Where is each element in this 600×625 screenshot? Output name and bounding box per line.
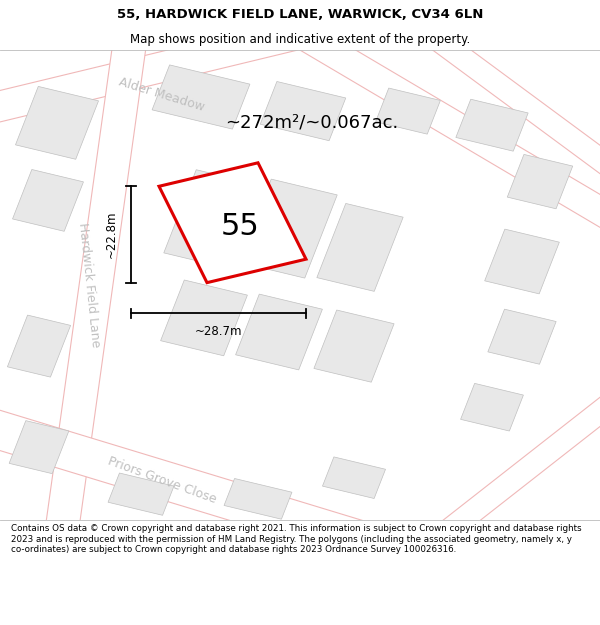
Polygon shape <box>239 179 337 278</box>
Polygon shape <box>317 204 403 291</box>
Polygon shape <box>108 473 174 515</box>
Polygon shape <box>164 170 262 269</box>
Polygon shape <box>488 309 556 364</box>
Text: 55: 55 <box>221 212 259 241</box>
Text: ~272m²/~0.067ac.: ~272m²/~0.067ac. <box>226 114 398 132</box>
Text: Contains OS data © Crown copyright and database right 2021. This information is : Contains OS data © Crown copyright and d… <box>11 524 581 554</box>
Text: Map shows position and indicative extent of the property.: Map shows position and indicative extent… <box>130 32 470 46</box>
Text: ~22.8m: ~22.8m <box>105 211 118 258</box>
Polygon shape <box>411 19 600 189</box>
Polygon shape <box>322 457 386 499</box>
Polygon shape <box>314 310 394 382</box>
Polygon shape <box>43 25 149 545</box>
Polygon shape <box>456 99 528 151</box>
Polygon shape <box>422 381 600 551</box>
Polygon shape <box>152 65 250 129</box>
Polygon shape <box>7 315 71 377</box>
Polygon shape <box>461 383 523 431</box>
Polygon shape <box>485 229 559 294</box>
Text: Hardwick Field Lane: Hardwick Field Lane <box>76 222 102 348</box>
Polygon shape <box>376 88 440 134</box>
Polygon shape <box>159 162 306 282</box>
Polygon shape <box>161 280 247 356</box>
Polygon shape <box>0 12 335 128</box>
Text: 55, HARDWICK FIELD LANE, WARWICK, CV34 6LN: 55, HARDWICK FIELD LANE, WARWICK, CV34 6… <box>117 8 483 21</box>
Text: Priors Grove Close: Priors Grove Close <box>106 454 218 506</box>
Polygon shape <box>224 479 292 519</box>
Text: Alder Meadow: Alder Meadow <box>118 76 206 114</box>
Polygon shape <box>9 421 69 474</box>
Polygon shape <box>507 154 573 209</box>
Polygon shape <box>0 404 380 561</box>
Text: ~28.7m: ~28.7m <box>194 324 242 338</box>
Polygon shape <box>236 294 322 370</box>
Polygon shape <box>16 86 98 159</box>
Polygon shape <box>13 169 83 231</box>
Polygon shape <box>278 16 600 239</box>
Polygon shape <box>260 81 346 141</box>
